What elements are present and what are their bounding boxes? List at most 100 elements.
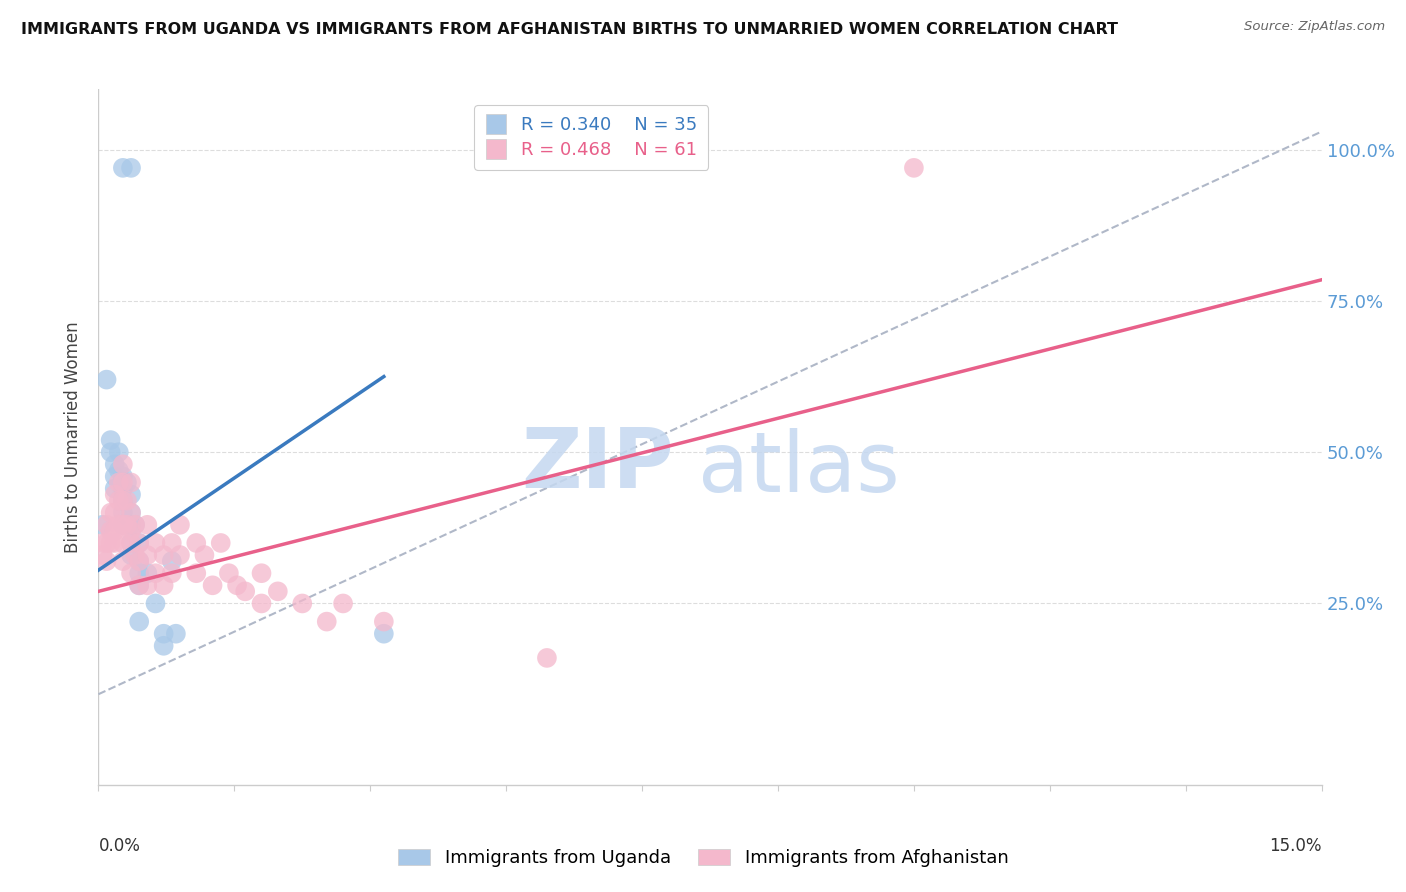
Point (115, 493, 138, 508)
Point (104, 506, 127, 520)
Point (332, 597, 354, 611)
Point (160, 536, 183, 550)
Point (120, 566, 142, 581)
Point (128, 554, 150, 568)
Text: ZIP: ZIP (520, 425, 673, 506)
Point (267, 584, 290, 599)
Legend: Immigrants from Uganda, Immigrants from Afghanistan: Immigrants from Uganda, Immigrants from … (391, 841, 1015, 874)
Point (291, 597, 314, 611)
Point (120, 524, 142, 538)
Point (186, 536, 208, 550)
Text: IMMIGRANTS FROM UGANDA VS IMMIGRANTS FROM AFGHANISTAN BIRTHS TO UNMARRIED WOMEN : IMMIGRANTS FROM UGANDA VS IMMIGRANTS FRO… (21, 22, 1118, 37)
Point (100, 524, 122, 538)
Point (100, 433, 122, 447)
Point (128, 566, 150, 581)
Point (315, 615, 337, 629)
Point (165, 626, 187, 640)
Text: 0.0%: 0.0% (98, 837, 141, 855)
Point (136, 578, 159, 592)
Point (111, 517, 134, 532)
Point (160, 566, 183, 581)
Point (108, 463, 131, 477)
Point (145, 566, 167, 581)
Point (250, 566, 273, 581)
Point (96, 517, 118, 532)
Point (152, 548, 174, 562)
Point (536, 651, 558, 665)
Point (124, 517, 146, 532)
Point (186, 566, 208, 581)
Point (115, 475, 138, 490)
Point (96, 536, 118, 550)
Point (128, 536, 150, 550)
Point (169, 517, 191, 532)
Point (108, 475, 131, 490)
Point (111, 161, 134, 175)
Point (104, 536, 127, 550)
Point (120, 506, 142, 520)
Point (96, 554, 118, 568)
Point (111, 475, 134, 490)
Point (136, 566, 159, 581)
Point (226, 578, 249, 592)
Point (100, 445, 122, 459)
Point (120, 517, 142, 532)
Text: Source: ZipAtlas.com: Source: ZipAtlas.com (1244, 20, 1385, 33)
Point (111, 458, 134, 472)
Point (108, 517, 131, 532)
Point (111, 493, 134, 508)
Point (111, 482, 134, 496)
Text: atlas: atlas (697, 428, 900, 509)
Point (104, 524, 127, 538)
Point (128, 554, 150, 568)
Text: 15.0%: 15.0% (1270, 837, 1322, 855)
Point (145, 536, 167, 550)
Point (128, 615, 150, 629)
Point (111, 554, 134, 568)
Point (104, 458, 127, 472)
Point (124, 517, 146, 532)
Point (128, 578, 150, 592)
Point (120, 487, 142, 501)
Point (96, 373, 118, 387)
Point (108, 493, 131, 508)
Point (152, 639, 174, 653)
Point (373, 626, 395, 640)
Y-axis label: Births to Unmarried Women: Births to Unmarried Women (65, 321, 83, 553)
Point (120, 548, 142, 562)
Point (152, 578, 174, 592)
Legend: R = 0.340    N = 35, R = 0.468    N = 61: R = 0.340 N = 35, R = 0.468 N = 61 (474, 105, 709, 170)
Point (120, 161, 142, 175)
Point (115, 517, 138, 532)
Point (104, 469, 127, 483)
Point (373, 615, 395, 629)
Point (104, 482, 127, 496)
Point (111, 536, 134, 550)
Point (111, 517, 134, 532)
Point (233, 584, 256, 599)
Point (100, 506, 122, 520)
Point (218, 566, 240, 581)
Point (128, 578, 150, 592)
Point (111, 493, 134, 508)
Point (136, 548, 159, 562)
Point (160, 554, 183, 568)
Point (91, 536, 114, 550)
Point (209, 536, 232, 550)
Point (120, 536, 142, 550)
Point (108, 445, 131, 459)
Point (152, 626, 174, 640)
Point (145, 597, 167, 611)
Point (120, 536, 142, 550)
Point (250, 597, 273, 611)
Point (104, 487, 127, 501)
Point (91, 548, 114, 562)
Point (193, 548, 215, 562)
Point (120, 506, 142, 520)
Point (903, 161, 925, 175)
Point (100, 536, 122, 550)
Point (111, 469, 134, 483)
Point (91, 517, 114, 532)
Point (201, 578, 224, 592)
Point (128, 536, 150, 550)
